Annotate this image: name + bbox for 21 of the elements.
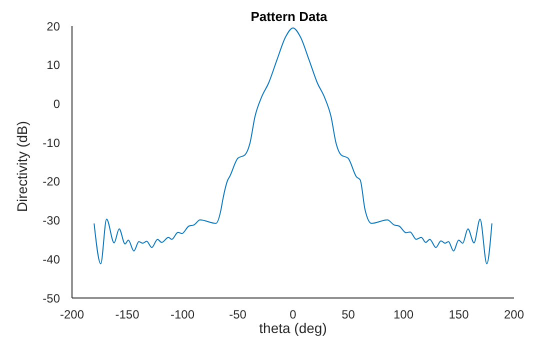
x-tick-label: 50 <box>342 308 356 322</box>
y-tick-label: -40 <box>42 252 60 266</box>
y-tick-label: -30 <box>42 214 60 228</box>
x-tick-label: 150 <box>448 308 470 322</box>
x-tick-label: -150 <box>115 308 140 322</box>
y-tick-label: -10 <box>42 136 60 150</box>
y-tick-label: -50 <box>42 291 60 306</box>
y-tick-label: 20 <box>46 19 60 34</box>
y-tick-label: 0 <box>53 96 60 111</box>
line-series <box>94 27 492 264</box>
x-tick-label: -200 <box>60 308 84 322</box>
x-axis-title: theta (deg) <box>259 320 327 336</box>
x-tick-label: -100 <box>170 308 195 322</box>
y-tick-label: 10 <box>46 58 60 72</box>
y-axis-title: Directivity (dB) <box>14 120 30 212</box>
y-tick-label: -20 <box>42 174 60 189</box>
x-tick-label: -50 <box>229 308 247 322</box>
chart-title: Pattern Data <box>250 9 328 24</box>
x-tick-label: 100 <box>393 308 414 322</box>
x-tick-label: 200 <box>504 308 524 322</box>
x-tick-label: 0 <box>290 308 297 322</box>
